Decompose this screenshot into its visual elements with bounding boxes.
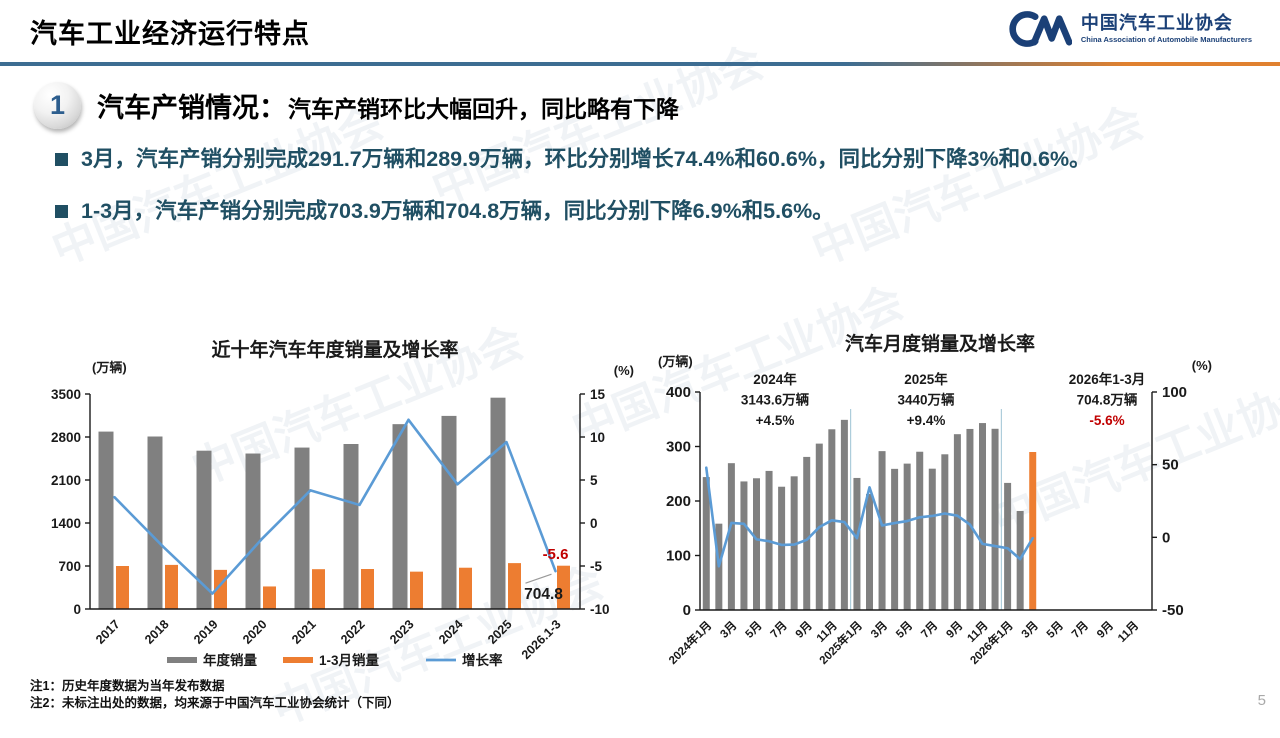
svg-text:-5.6%: -5.6%: [1089, 413, 1124, 428]
svg-text:3500: 3500: [51, 387, 81, 402]
svg-text:7月: 7月: [1069, 619, 1091, 641]
svg-text:-5: -5: [590, 559, 602, 574]
caam-logo-name-en: China Association of Automobile Manufact…: [1080, 34, 1252, 44]
svg-text:2020: 2020: [240, 617, 270, 647]
section-header: 1 汽车产销情况：汽车产销环比大幅回升，同比略有下降: [34, 82, 679, 129]
svg-text:5月: 5月: [1044, 619, 1066, 641]
svg-text:3月: 3月: [1019, 619, 1041, 641]
footnotes: 注1：历史年度数据为当年发布数据 注2：未标注出处的数据，均来源于中国汽车工业协…: [30, 678, 399, 712]
svg-text:2018: 2018: [142, 617, 172, 647]
svg-text:7月: 7月: [768, 619, 790, 641]
svg-text:2021: 2021: [289, 617, 319, 647]
svg-text:0: 0: [590, 516, 598, 531]
svg-text:(万辆): (万辆): [658, 354, 693, 369]
svg-text:2024年: 2024年: [753, 371, 797, 387]
section-heading: 汽车产销情况：: [97, 93, 286, 123]
bullet-text: 1-3月，汽车产销分别完成703.9万辆和704.8万辆，同比分别下降6.9%和…: [81, 199, 834, 223]
svg-text:汽车月度销量及增长率: 汽车月度销量及增长率: [845, 332, 1035, 355]
page-number: 5: [1257, 692, 1266, 709]
svg-text:增长率: 增长率: [462, 652, 503, 668]
svg-text:50: 50: [1162, 457, 1179, 474]
svg-text:1-3月销量: 1-3月销量: [319, 652, 380, 668]
svg-text:0: 0: [1162, 529, 1170, 546]
footnote-1: 注1：历史年度数据为当年发布数据: [30, 679, 225, 693]
svg-text:1400: 1400: [51, 516, 81, 531]
svg-text:2026.1-3: 2026.1-3: [519, 617, 564, 662]
monthly-sales-chart: 0 100 200 300 400 -50 0 50 100 2024年1月 3月 5月 7月 9月 11月…: [652, 326, 1274, 681]
svg-text:704.8: 704.8: [524, 586, 563, 603]
svg-text:年度销量: 年度销量: [203, 652, 257, 668]
svg-text:-10: -10: [590, 602, 610, 617]
svg-text:100: 100: [666, 548, 691, 565]
footnote-2: 注2：未标注出处的数据，均来源于中国汽车工业协会统计（下同）: [30, 696, 400, 710]
svg-text:9月: 9月: [1094, 619, 1116, 641]
svg-text:+4.5%: +4.5%: [756, 413, 795, 428]
svg-text:2800: 2800: [51, 430, 81, 445]
svg-text:300: 300: [666, 439, 691, 456]
svg-text:2017: 2017: [93, 617, 123, 647]
svg-text:15: 15: [590, 387, 606, 402]
bullet-text: 3月，汽车产销分别完成291.7万辆和289.9万辆，环比分别增长74.4%和6…: [81, 147, 1091, 171]
svg-text:2023: 2023: [387, 617, 417, 647]
svg-text:704.8万辆: 704.8万辆: [1077, 392, 1138, 408]
svg-text:100: 100: [1162, 384, 1187, 401]
svg-text:2024年1月: 2024年1月: [666, 618, 715, 667]
annual-sales-chart: 0 700 1400 2100 2800 3500 -10 -5 0 5 10 15 2017 2018 2…: [22, 326, 640, 681]
svg-text:3月: 3月: [868, 619, 890, 641]
svg-text:(%): (%): [614, 363, 634, 378]
bullet-list: 3月，汽车产销分别完成291.7万辆和289.9万辆，环比分别增长74.4%和6…: [55, 143, 1235, 247]
caam-logo: 中国汽车工业协会 China Association of Automobile…: [1006, 8, 1252, 50]
caam-logo-mark: [1009, 11, 1072, 47]
bullet-item: 1-3月，汽车产销分别完成703.9万辆和704.8万辆，同比分别下降6.9%和…: [55, 195, 1235, 227]
svg-text:2019: 2019: [191, 617, 221, 647]
svg-text:(%): (%): [1192, 358, 1212, 373]
square-bullet-icon: [55, 205, 68, 218]
svg-text:+9.4%: +9.4%: [907, 413, 946, 428]
svg-text:200: 200: [666, 493, 691, 510]
svg-text:2100: 2100: [51, 473, 81, 488]
bullet-item: 3月，汽车产销分别完成291.7万辆和289.9万辆，环比分别增长74.4%和6…: [55, 143, 1235, 175]
svg-text:3440万辆: 3440万辆: [897, 392, 955, 408]
caam-logo-name-cn: 中国汽车工业协会: [1080, 12, 1233, 33]
svg-text:2022: 2022: [338, 617, 368, 647]
square-bullet-icon: [55, 153, 68, 166]
section-subheading: 汽车产销环比大幅回升，同比略有下降: [288, 96, 679, 122]
page-title: 汽车工业经济运行特点: [30, 19, 310, 49]
svg-text:3143.6万辆: 3143.6万辆: [741, 392, 810, 408]
svg-text:2025年: 2025年: [904, 371, 948, 387]
svg-text:700: 700: [58, 559, 81, 574]
svg-text:-50: -50: [1162, 602, 1184, 619]
header-divider: [0, 62, 1280, 66]
svg-text:9月: 9月: [793, 619, 815, 641]
svg-text:10: 10: [590, 430, 605, 445]
svg-text:400: 400: [666, 384, 691, 401]
svg-text:7月: 7月: [919, 619, 941, 641]
svg-text:0: 0: [73, 602, 81, 617]
svg-text:9月: 9月: [944, 619, 966, 641]
svg-text:(万辆): (万辆): [92, 360, 127, 375]
svg-text:0: 0: [683, 602, 691, 619]
svg-text:5月: 5月: [743, 619, 765, 641]
svg-text:近十年汽车年度销量及增长率: 近十年汽车年度销量及增长率: [211, 338, 458, 361]
section-number-badge: 1: [34, 82, 81, 129]
svg-text:11月: 11月: [1115, 619, 1141, 645]
svg-text:5月: 5月: [893, 619, 915, 641]
annual-sales-chart-svg: 0 700 1400 2100 2800 3500 -10 -5 0 5 10 15 2017 2018 2…: [51, 338, 634, 668]
svg-text:2024: 2024: [436, 617, 466, 647]
svg-text:-5.6: -5.6: [543, 546, 569, 563]
svg-text:5: 5: [590, 473, 598, 488]
svg-text:2025: 2025: [485, 617, 515, 647]
svg-text:2026年1-3月: 2026年1-3月: [1069, 371, 1146, 387]
svg-text:3月: 3月: [718, 619, 740, 641]
